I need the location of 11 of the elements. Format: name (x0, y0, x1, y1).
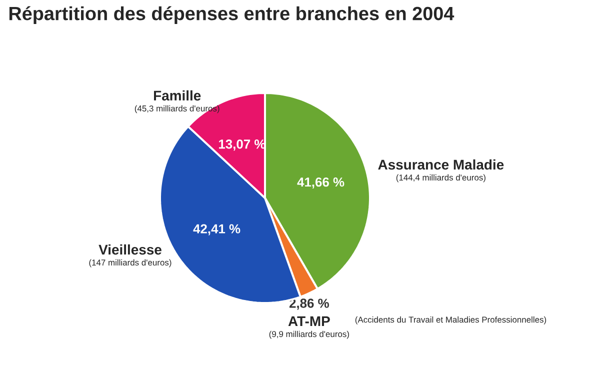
text: (147 milliards d'euros) (89, 259, 172, 268)
slice-label: Vieillesse (98, 244, 162, 255)
slice-label: Assurance Maladie (378, 159, 504, 170)
text: (9,9 milliards d'euros) (269, 330, 349, 339)
data-label: 42,41 % (193, 224, 240, 236)
text: (Accidents du Travail et Maladies Professionnelles) (355, 316, 546, 324)
slice-label: Famille (154, 90, 201, 101)
text: (144,4 milliards d'euros) (396, 174, 486, 182)
slice-label: AT-MP (288, 316, 330, 326)
data-label: 41,66 % (297, 178, 344, 189)
chart-title: Répartition des dépenses entre branches en 2004 (9, 6, 454, 24)
